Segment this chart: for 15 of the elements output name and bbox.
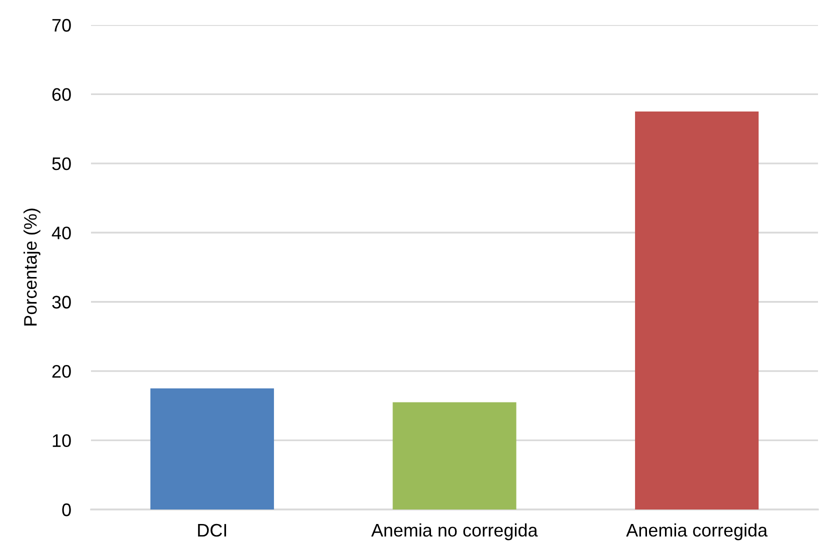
y-tick-label: 0: [62, 503, 71, 516]
y-tick-label: 50: [52, 157, 71, 170]
y-tick-label: 10: [52, 434, 71, 448]
y-axis-title: Porcentaje (%): [24, 208, 40, 326]
bar: [392, 402, 516, 510]
y-tick-label: 40: [52, 226, 71, 240]
bar: [635, 112, 759, 510]
y-tick-label: 70: [52, 18, 71, 32]
x-tick-label: Anemia no corregida: [371, 523, 538, 540]
x-tick-label: Anemia corregida: [626, 523, 768, 540]
y-tick-label: 30: [52, 296, 71, 309]
x-tick-label: DCI: [198, 524, 226, 537]
y-tick-label: 60: [52, 88, 71, 101]
y-tick-label: 20: [52, 365, 71, 378]
bar: [150, 388, 274, 510]
